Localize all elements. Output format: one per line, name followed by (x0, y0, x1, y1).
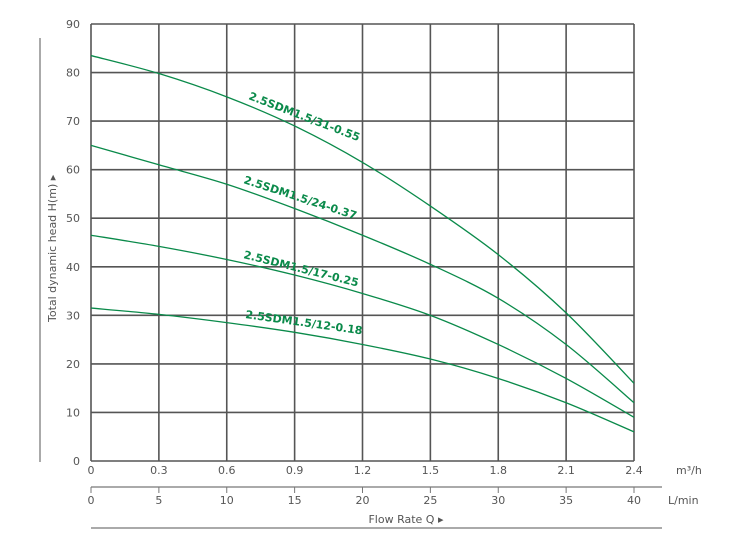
x-unit-lmin: L/min (668, 494, 699, 507)
x-tick-label-m3h: 0 (88, 464, 95, 477)
x-tick-label-lmin: 35 (559, 494, 573, 507)
x-tick-label-lmin: 10 (220, 494, 234, 507)
y-tick-label: 10 (66, 406, 80, 419)
performance-curves (90, 54, 635, 433)
y-tick-label: 30 (66, 309, 80, 322)
x-tick-label-m3h: 0.6 (218, 464, 236, 477)
x-unit-m3h: m³/h (676, 464, 702, 477)
x-tick-label-m3h: 2.1 (557, 464, 575, 477)
x-tick-label-lmin: 25 (423, 494, 437, 507)
x-tick-label-m3h: 1.8 (490, 464, 508, 477)
x-tick-label-lmin: 15 (288, 494, 302, 507)
curve-label: 2.5SDM1.5/31-0.55 (247, 90, 362, 144)
y-tick-label: 50 (66, 212, 80, 225)
y-tick-label: 40 (66, 261, 80, 274)
y-axis-title: Total dynamic head H(m) ▸ (46, 174, 59, 323)
y-tick-label: 60 (66, 164, 80, 177)
curve-label: 2.5SDM1.5/17-0.25 (242, 248, 360, 289)
x-tick-label-lmin: 5 (155, 494, 162, 507)
curve-label: 2.5SDM1.5/24-0.37 (242, 173, 358, 222)
y-tick-label: 20 (66, 358, 80, 371)
x-axis-ticks-lmin: 0 5 10 15 20 25 30 35 40 (88, 487, 641, 507)
y-tick-label: 80 (66, 67, 80, 80)
y-tick-label: 70 (66, 115, 80, 128)
y-axis-ticks: 0 10 20 30 40 50 60 70 80 90 (66, 18, 80, 468)
curve-line (90, 144, 635, 404)
chart-grid (90, 23, 635, 462)
x-tick-label-m3h: 1.5 (422, 464, 440, 477)
curve-line (90, 234, 635, 418)
y-tick-label: 0 (73, 455, 80, 468)
x-axis-ticks-m3h: 0 0.3 0.6 0.9 1.2 1.5 1.8 2.1 2.4 (88, 464, 643, 477)
x-tick-label-lmin: 40 (627, 494, 641, 507)
curve-line (90, 307, 635, 433)
x-tick-label-lmin: 20 (356, 494, 370, 507)
x-tick-label-lmin: 30 (491, 494, 505, 507)
curve-label: 2.5SDM1.5/12-0.18 (245, 308, 364, 337)
x-tick-label-m3h: 1.2 (354, 464, 372, 477)
curve-labels: 2.5SDM1.5/31-0.55 2.5SDM1.5/24-0.37 2.5SDM… (242, 90, 363, 338)
x-tick-label-m3h: 0.9 (286, 464, 304, 477)
x-axis-title: Flow Rate Q ▸ (368, 513, 443, 526)
x-tick-label-lmin: 0 (88, 494, 95, 507)
y-tick-label: 90 (66, 18, 80, 31)
x-tick-label-m3h: 2.4 (625, 464, 643, 477)
x-tick-label-m3h: 0.3 (150, 464, 168, 477)
curve-line (90, 54, 635, 384)
